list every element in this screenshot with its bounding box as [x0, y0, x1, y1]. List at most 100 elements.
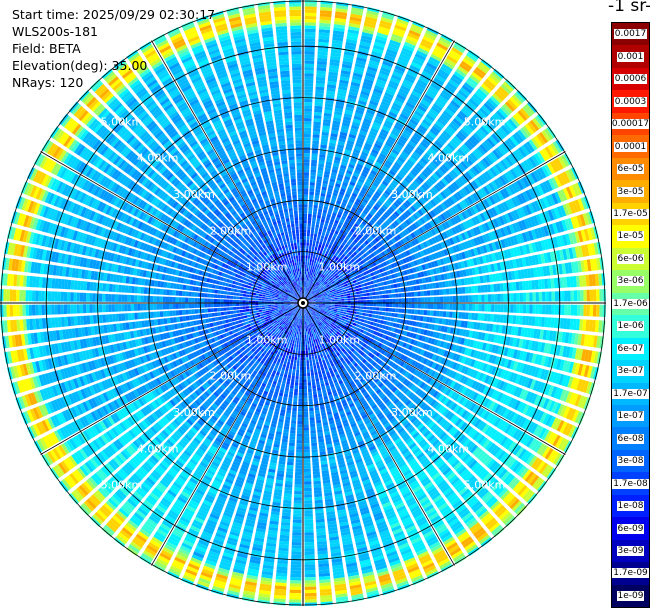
- ppi-bin: [527, 230, 534, 241]
- ppi-bin: [307, 288, 310, 292]
- ppi-bin: [512, 337, 517, 347]
- ppi-bin: [309, 239, 313, 244]
- ppi-bin: [312, 301, 316, 303]
- ppi-bin: [362, 148, 370, 154]
- ppi-bin: [532, 304, 536, 314]
- ppi-bin: [360, 172, 368, 178]
- ppi-bin: [481, 172, 490, 182]
- ppi-bin: [482, 123, 492, 134]
- ppi-bin: [360, 303, 364, 306]
- ppi-bin: [464, 171, 473, 181]
- ppi-bin: [439, 115, 449, 124]
- ppi-bin: [315, 89, 324, 94]
- ppi-bin: [504, 172, 513, 183]
- ppi-bin: [436, 97, 447, 106]
- ppi-bin: [303, 264, 305, 268]
- ppi-bin: [374, 191, 382, 197]
- ppi-bin: [378, 197, 385, 204]
- ppi-bin: [488, 365, 494, 374]
- ppi-bin: [503, 358, 510, 368]
- ppi-bin: [427, 297, 431, 303]
- ppi-bin: [382, 339, 388, 345]
- ppi-bin: [316, 70, 326, 75]
- ppi-bin: [425, 344, 431, 351]
- ppi-bin: [365, 313, 370, 317]
- ppi-bin: [303, 191, 309, 195]
- ppi-bin: [330, 133, 338, 138]
- ppi-bin: [382, 237, 388, 243]
- ppi-bin: [491, 355, 497, 364]
- ppi-bin: [509, 282, 514, 291]
- ppi-bin: [473, 350, 479, 359]
- ppi-bin: [331, 215, 336, 220]
- ppi-bin: [590, 366, 596, 379]
- ppi-bin: [316, 287, 320, 291]
- ppi-bin: [565, 424, 574, 436]
- ppi-bin: [414, 53, 426, 61]
- ppi-bin: [558, 263, 563, 275]
- ppi-bin: [459, 175, 468, 184]
- ppi-bin: [304, 25, 316, 29]
- ppi-bin: [379, 333, 384, 338]
- ppi-bin: [364, 142, 373, 149]
- ppi-bin: [571, 200, 579, 213]
- ppi-bin: [506, 237, 513, 247]
- ppi-bin: [303, 229, 307, 233]
- ppi-bin: [363, 234, 368, 240]
- ppi-bin: [362, 28, 374, 35]
- ppi-bin: [428, 360, 434, 368]
- ppi-bin: [352, 118, 361, 124]
- ppi-bin: [384, 211, 391, 217]
- ppi-bin: [313, 124, 321, 129]
- ppi-bin: [508, 184, 516, 195]
- ppi-bin: [449, 217, 456, 226]
- ppi-bin: [556, 358, 562, 370]
- ppi-bin: [356, 294, 361, 297]
- ppi-bin: [530, 172, 539, 183]
- ppi-bin: [534, 228, 540, 239]
- ppi-bin: [360, 283, 365, 287]
- ppi-bin: [433, 339, 439, 346]
- ppi-bin: [553, 277, 558, 289]
- ppi-bin: [303, 210, 308, 214]
- ppi-bin: [308, 297, 311, 300]
- ppi-bin: [455, 244, 461, 252]
- ppi-bin: [340, 164, 347, 170]
- ppi-bin: [322, 285, 327, 288]
- ppi-bin: [317, 173, 323, 177]
- ppi-bin: [398, 184, 405, 191]
- ppi-bin: [503, 293, 508, 302]
- ppi-bin: [426, 290, 431, 296]
- ppi-bin: [348, 238, 353, 244]
- ppi-bin: [334, 269, 339, 273]
- ppi-bin: [363, 184, 370, 190]
- ppi-bin: [304, 134, 311, 138]
- ppi-bin: [345, 262, 350, 267]
- ppi-bin: [412, 279, 417, 285]
- ppi-bin: [519, 388, 526, 399]
- ppi-bin: [393, 318, 398, 323]
- ppi-bin: [458, 89, 469, 99]
- ppi-bin: [522, 390, 529, 401]
- ppi-bin: [410, 309, 415, 314]
- ppi-bin: [503, 249, 509, 259]
- ppi-bin: [431, 125, 441, 134]
- ppi-bin: [444, 221, 451, 229]
- ppi-bin: [304, 92, 313, 96]
- ppi-bin: [321, 298, 325, 300]
- ppi-bin: [327, 287, 332, 290]
- ppi-bin: [356, 106, 365, 112]
- ppi-bin: [314, 195, 320, 199]
- ppi-bin: [404, 41, 416, 49]
- ppi-bin: [323, 292, 327, 295]
- ppi-bin: [479, 174, 487, 184]
- ppi-bin: [319, 225, 324, 229]
- ppi-bin: [343, 239, 348, 244]
- ppi-bin: [474, 313, 479, 321]
- ppi-bin: [436, 71, 448, 81]
- ppi-bin: [436, 137, 445, 146]
- ppi-bin: [363, 319, 368, 324]
- ppi-bin: [377, 209, 384, 215]
- ppi-bin: [404, 145, 413, 153]
- ppi-bin: [310, 175, 316, 180]
